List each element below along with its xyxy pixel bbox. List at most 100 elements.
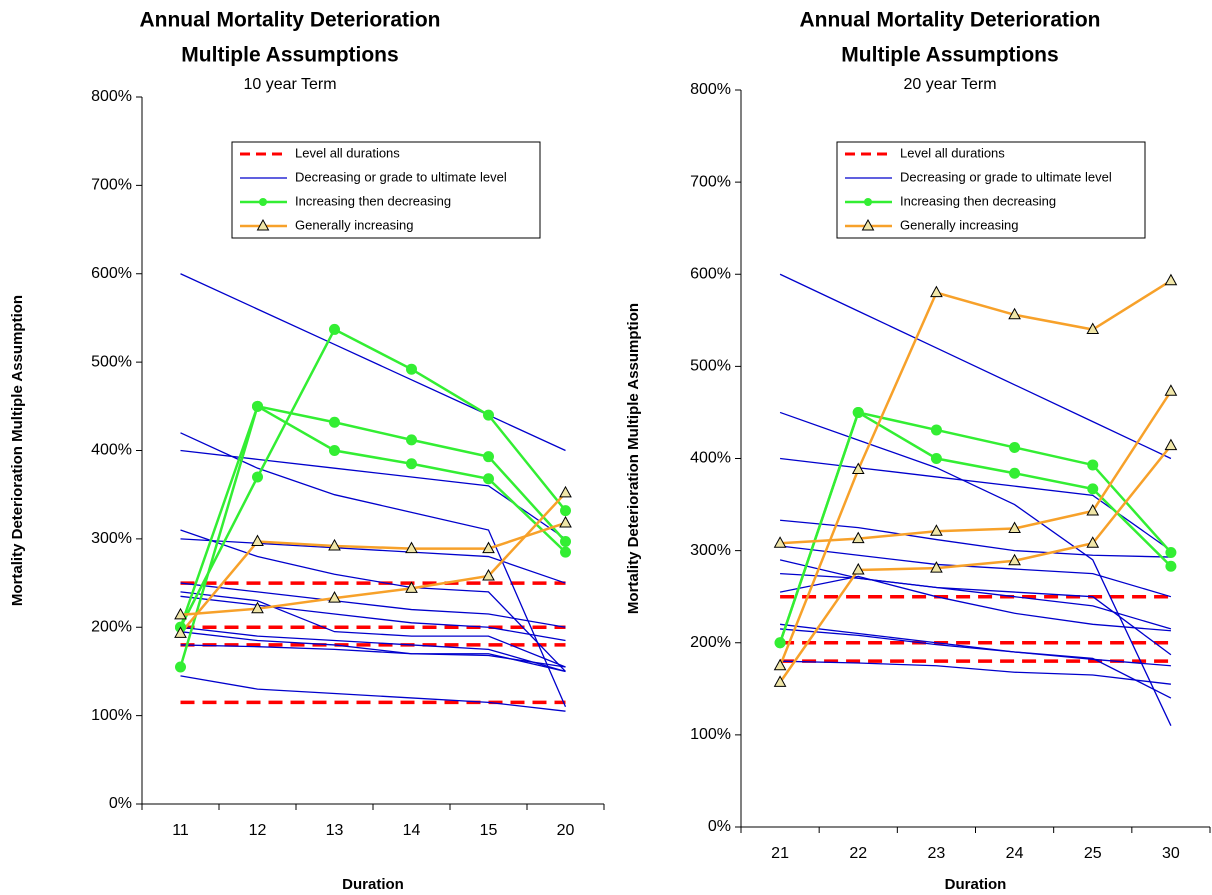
marker [406,458,417,470]
series-line [779,411,1172,726]
marker [482,541,495,554]
x-tick-label: 25 [1084,845,1102,862]
series-line [779,559,1172,630]
chart-title: Multiple Assumptions [841,44,1058,67]
series-line [180,492,567,617]
legend-marker [861,218,875,231]
series-line [780,390,1172,545]
y-tick-label: 400% [91,442,132,459]
marker [252,471,263,483]
marker [1008,307,1021,320]
series-line [179,521,566,635]
series-line [780,519,1171,558]
marker [1087,483,1099,495]
marker [773,675,787,687]
y-tick-label: 0% [708,818,731,835]
x-tick-label: 24 [1006,845,1024,862]
marker [1008,521,1021,534]
series-line [180,449,566,540]
series-line [180,644,566,668]
series-line [780,457,1172,552]
y-tick-label: 300% [690,542,731,559]
marker [559,485,572,498]
y-tick-label: 500% [690,358,731,375]
marker [483,473,494,485]
series-line [780,545,1172,598]
marker [329,416,340,428]
series-line [778,279,1172,667]
chart-subtitle: 20 year Term [903,76,996,93]
marker [251,601,264,614]
legend-label: Decreasing or grade to ultimate level [900,169,1112,184]
x-tick-label: 13 [326,822,344,839]
marker [560,505,571,517]
marker [930,453,942,464]
marker [1165,560,1177,572]
y-tick-label: 200% [91,618,132,635]
y-tick-label: 600% [690,265,731,282]
series-line [779,273,1172,460]
series-line [778,410,1172,644]
series-line [180,529,566,672]
marker [406,363,417,375]
marker [930,561,943,573]
marker [560,536,571,548]
y-tick-label: 500% [91,353,132,370]
legend-label: Level all durations [295,145,400,160]
marker [483,409,494,421]
y-tick-label: 700% [91,177,132,194]
legend-label: Generally increasing [900,217,1019,232]
marker [1164,273,1178,286]
marker [175,661,186,673]
marker [1086,322,1100,335]
series-line [180,631,566,673]
chart-title: Annual Mortality Deterioration [139,9,440,32]
marker [251,534,264,547]
marker [1086,503,1100,516]
series-line [780,573,1172,656]
x-tick-label: 11 [172,822,189,839]
marker [1164,384,1178,396]
y-tick-label: 600% [91,265,132,282]
marker [1087,459,1099,471]
chart-subtitle: 10 year Term [243,76,336,93]
marker [328,591,341,603]
marker [773,658,787,671]
marker [1009,467,1021,479]
y-tick-label: 0% [109,795,132,812]
legend: Level all durations Decreasing or grade t… [231,141,541,239]
marker [559,515,572,528]
chart-title: Annual Mortality Deterioration [799,9,1100,32]
x-axis-title: Duration [342,876,404,893]
marker [852,406,864,418]
y-tick-label: 200% [690,634,731,651]
marker [174,607,187,620]
legend-box [231,141,541,239]
y-tick-label: 100% [91,707,132,724]
marker [1009,441,1021,453]
marker [328,538,341,551]
x-axis-title: Duration [945,876,1007,893]
legend-label: Increasing then decreasing [295,193,451,208]
y-tick-label: 100% [690,726,731,743]
marker [930,285,943,298]
marker [252,400,263,412]
series-line [180,626,566,673]
x-tick-label: 23 [928,845,946,862]
marker [329,445,340,456]
x-tick-label: 20 [557,822,575,839]
series-line [180,582,566,628]
marker [773,536,787,548]
legend: Level all durations Decreasing or grade t… [836,141,1146,239]
y-axis-title: Mortality Deterioration Multiple Assumpt… [9,295,26,606]
legend-label: Generally increasing [295,217,414,232]
series-line [180,595,566,642]
x-tick-label: 14 [403,822,421,839]
x-tick-label: 30 [1162,845,1180,862]
series-line [180,273,566,452]
marker [1165,546,1177,558]
marker [1164,438,1178,451]
y-axis-title: Mortality Deterioration Multiple Assumpt… [625,303,642,614]
series-line [179,404,567,628]
